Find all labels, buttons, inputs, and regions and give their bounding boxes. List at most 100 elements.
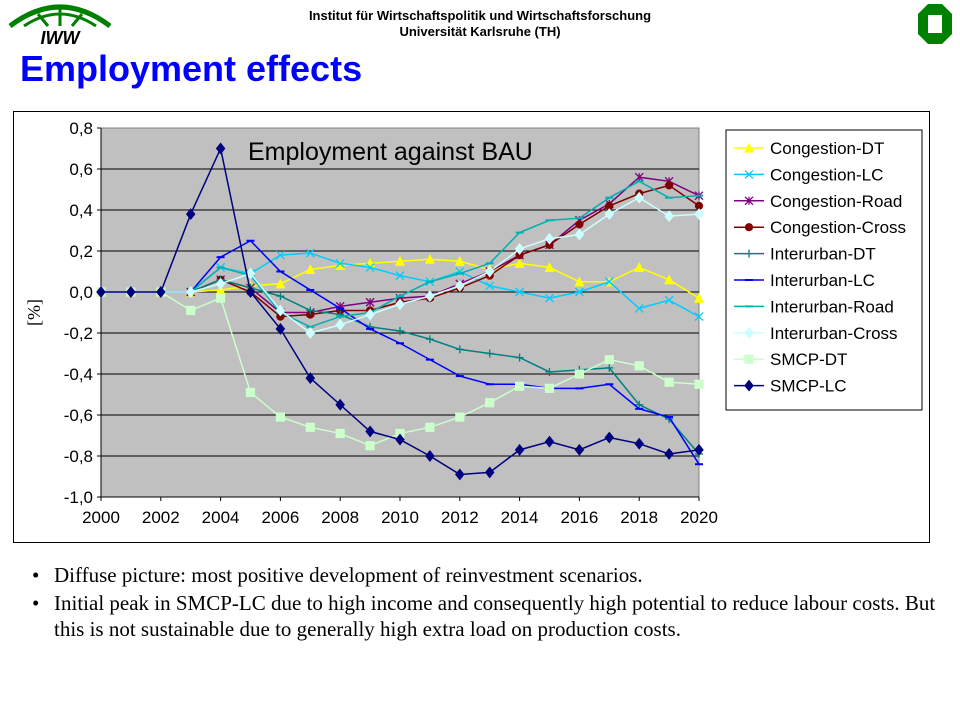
data-point	[335, 318, 345, 331]
data-point	[635, 400, 644, 409]
bullet-dot: •	[32, 591, 40, 615]
data-point	[395, 255, 405, 266]
data-point	[455, 279, 465, 292]
data-point	[335, 428, 345, 439]
data-point	[515, 287, 525, 297]
data-point	[514, 443, 525, 456]
data-point	[365, 441, 375, 451]
legend-marker	[744, 223, 754, 232]
data-point	[544, 383, 555, 393]
data-point	[575, 220, 584, 229]
x-tick-label: 2010	[381, 508, 419, 527]
legend-label: Congestion-Cross	[770, 218, 906, 237]
data-point	[515, 353, 524, 362]
legend-label: Interurban-DT	[770, 245, 876, 264]
data-point	[664, 447, 674, 460]
data-point	[395, 271, 405, 281]
data-point	[694, 312, 704, 322]
data-point	[425, 450, 435, 462]
data-point	[574, 287, 584, 297]
y-tick-label: -0,2	[64, 324, 93, 343]
institute-name: Institut für Wirtschaftspolitik und Wirt…	[308, 8, 652, 23]
x-tick-label: 2008	[321, 508, 359, 527]
data-point	[216, 293, 226, 303]
y-tick-label: 0,6	[69, 160, 93, 179]
bullet-text: Diffuse picture: most positive developme…	[54, 563, 643, 587]
data-point	[186, 305, 196, 316]
x-tick-label: 2006	[261, 508, 299, 527]
legend-label: SMCP-LC	[770, 377, 847, 396]
data-point	[245, 286, 256, 298]
data-point	[275, 278, 286, 289]
data-point	[515, 381, 525, 391]
x-tick-label: 2020	[680, 508, 718, 527]
y-tick-label: -1,0	[64, 488, 93, 507]
data-point	[305, 422, 315, 432]
chart-title: Employment against BAU	[248, 138, 533, 166]
legend-marker	[744, 326, 754, 339]
data-point	[276, 292, 285, 301]
data-point	[544, 435, 555, 448]
data-point	[545, 293, 554, 303]
legend-label: Congestion-DT	[770, 139, 884, 158]
data-point	[96, 286, 106, 298]
data-point	[365, 425, 375, 438]
data-point	[275, 412, 285, 422]
iww-logo-text: IWW	[41, 28, 82, 46]
x-tick-label: 2018	[620, 508, 658, 527]
data-point	[215, 142, 226, 155]
data-point	[634, 172, 644, 182]
data-point	[126, 286, 136, 298]
data-point	[514, 242, 525, 255]
data-point	[455, 345, 464, 354]
y-tick-label: 0,4	[69, 201, 93, 220]
data-point	[485, 349, 494, 358]
data-point	[634, 437, 644, 450]
y-axis-label: [%]	[24, 299, 44, 326]
data-point	[305, 372, 316, 385]
data-point	[694, 208, 704, 221]
data-point	[664, 181, 674, 190]
data-point	[604, 277, 614, 287]
legend-label: SMCP-DT	[770, 350, 847, 369]
data-point	[305, 327, 316, 339]
bullet-list: • Diffuse picture: most positive develop…	[32, 562, 942, 644]
data-point	[634, 361, 644, 371]
x-tick-label: 2012	[441, 508, 479, 527]
data-point	[455, 412, 465, 422]
legend-marker	[744, 354, 754, 364]
data-point	[485, 281, 495, 291]
legend-marker	[744, 142, 754, 153]
data-point	[335, 258, 345, 268]
chart-frame: 0,8 0,6 0,4 0,2 0,0 -0,2 -0,4 -0,6 -0,8 -1,0 2000 2…	[13, 111, 930, 543]
legend-marker	[744, 379, 754, 392]
x-tick-label: 2016	[560, 508, 598, 527]
data-point	[604, 355, 614, 365]
data-point	[604, 431, 615, 444]
data-point	[156, 286, 166, 298]
legend-marker	[745, 249, 753, 258]
data-point	[694, 379, 704, 389]
data-point	[574, 443, 585, 456]
data-point	[365, 297, 375, 307]
legend-marker	[744, 196, 754, 206]
y-tick-label: -0,8	[64, 447, 93, 466]
university-name: Universität Karlsruhe (TH)	[399, 24, 561, 39]
data-point	[185, 286, 196, 298]
y-tick-label: 0,8	[69, 119, 93, 138]
data-point	[664, 295, 674, 305]
legend-label: Interurban-Road	[770, 297, 894, 316]
data-point	[484, 466, 495, 479]
legend-label: Congestion-LC	[770, 165, 883, 184]
data-point	[544, 262, 555, 272]
x-tick-label: 2014	[501, 508, 539, 527]
bullet-item: • Diffuse picture: most positive develop…	[32, 562, 942, 588]
data-point	[215, 277, 226, 290]
data-point	[455, 468, 465, 481]
legend-box	[725, 129, 923, 411]
data-point	[396, 326, 404, 335]
bullet-text: Initial peak in SMCP-LC due to high inco…	[54, 591, 936, 641]
slide-title: Employment effects	[20, 48, 363, 89]
iww-logo: IWW	[8, 4, 112, 46]
